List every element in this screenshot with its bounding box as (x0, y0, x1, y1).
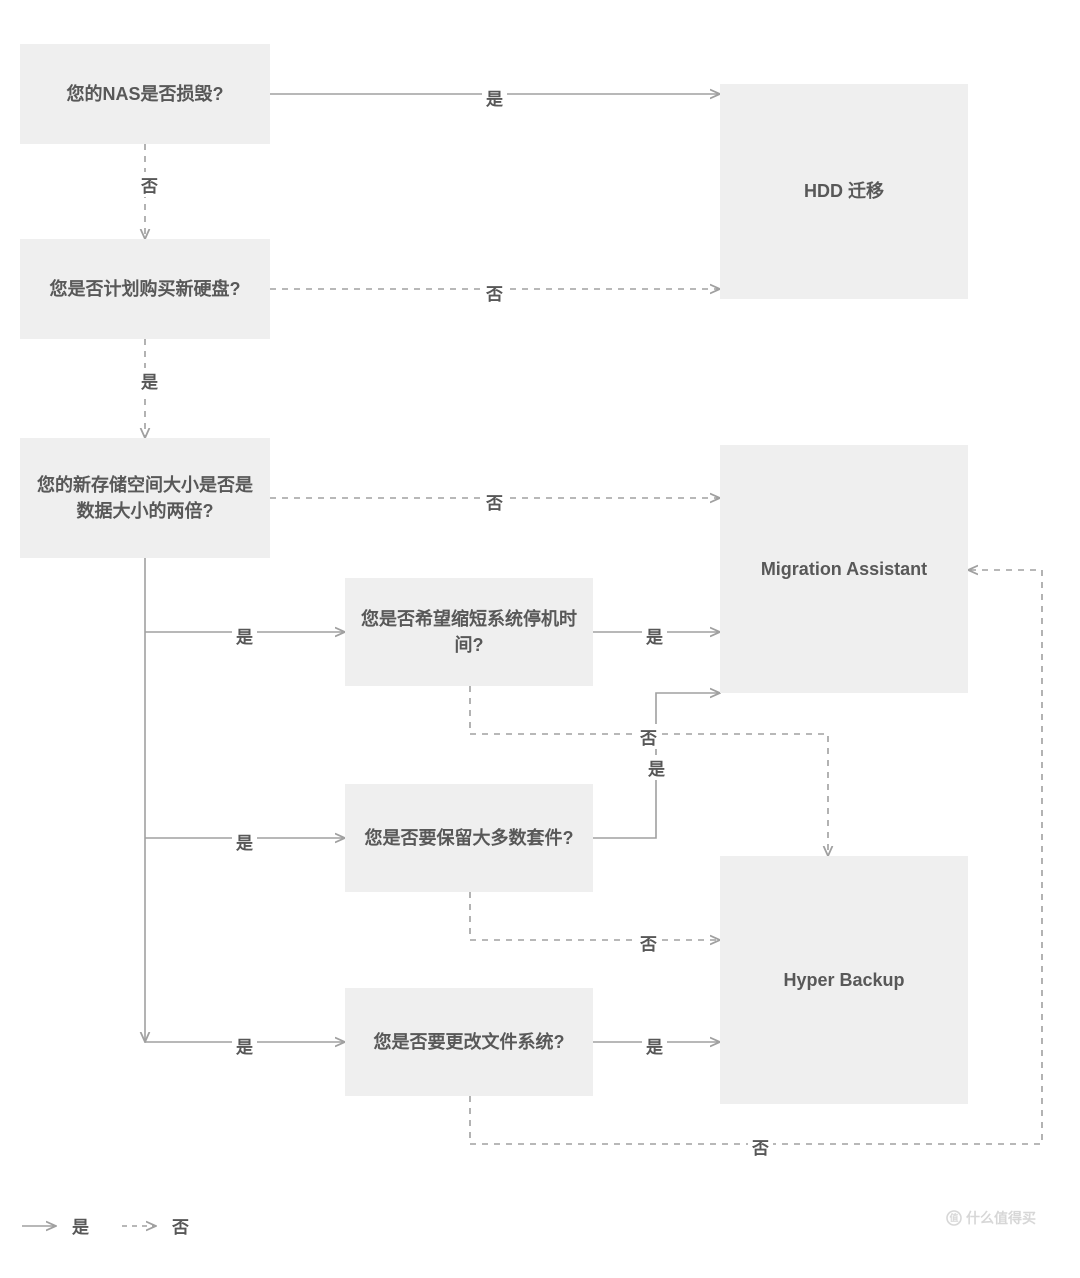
node-q5: 您是否要保留大多数套件? (345, 784, 593, 892)
edge-label-12: 否 (636, 724, 661, 749)
edge-label-7: 是 (232, 829, 257, 854)
edge-label-2: 否 (482, 280, 507, 305)
edge-13 (470, 892, 720, 940)
edge-label-4: 否 (482, 489, 507, 514)
edge-label-3: 是 (137, 368, 162, 393)
node-r3: Hyper Backup (720, 856, 968, 1104)
legend-dashed: 否 (120, 1213, 189, 1238)
legend-solid-label: 是 (72, 1213, 89, 1238)
legend-dashed-label: 否 (172, 1213, 189, 1238)
legend-solid: 是 (20, 1213, 89, 1238)
edge-label-10: 是 (644, 755, 669, 780)
watermark: 值 什么值得买 (946, 1208, 1036, 1228)
node-q4: 您是否希望缩短系统停机时间? (345, 578, 593, 686)
node-r1: HDD 迁移 (720, 84, 968, 299)
watermark-text: 什么值得买 (966, 1208, 1036, 1228)
svg-text:值: 值 (949, 1212, 958, 1223)
edge-label-8: 是 (232, 1033, 257, 1058)
node-r2: Migration Assistant (720, 445, 968, 693)
edge-label-14: 否 (748, 1134, 773, 1159)
node-q3: 您的新存储空间大小是否是数据大小的两倍? (20, 438, 270, 558)
edge-label-1: 否 (137, 172, 162, 197)
edge-label-13: 否 (636, 930, 661, 955)
node-q1: 您的NAS是否损毁? (20, 44, 270, 144)
edge-label-0: 是 (482, 85, 507, 110)
edge-label-6: 是 (232, 623, 257, 648)
edge-label-9: 是 (642, 623, 667, 648)
node-q2: 您是否计划购买新硬盘? (20, 239, 270, 339)
node-q6: 您是否要更改文件系统? (345, 988, 593, 1096)
edge-label-11: 是 (642, 1033, 667, 1058)
